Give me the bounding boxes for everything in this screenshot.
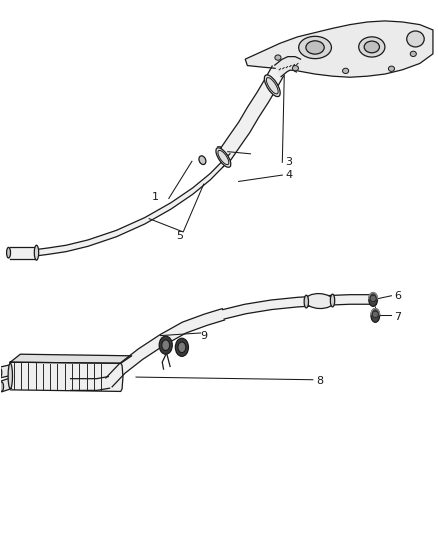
Ellipse shape <box>410 51 417 56</box>
Polygon shape <box>11 247 36 259</box>
Ellipse shape <box>175 338 188 357</box>
Text: 9: 9 <box>200 330 207 341</box>
Ellipse shape <box>306 41 324 54</box>
Ellipse shape <box>0 368 2 377</box>
Text: 4: 4 <box>285 170 293 180</box>
Polygon shape <box>106 309 225 387</box>
Ellipse shape <box>371 309 380 322</box>
Ellipse shape <box>305 294 334 309</box>
Text: 5: 5 <box>176 231 183 241</box>
Ellipse shape <box>370 295 376 302</box>
Ellipse shape <box>275 55 281 60</box>
Polygon shape <box>0 365 11 378</box>
Ellipse shape <box>359 37 385 57</box>
Polygon shape <box>11 354 132 364</box>
Ellipse shape <box>299 36 332 59</box>
Ellipse shape <box>369 293 378 306</box>
Ellipse shape <box>304 295 308 308</box>
Ellipse shape <box>199 156 206 165</box>
Ellipse shape <box>364 41 379 53</box>
Polygon shape <box>275 56 300 77</box>
Text: 3: 3 <box>286 157 292 167</box>
Ellipse shape <box>159 336 172 354</box>
Text: 7: 7 <box>395 312 402 322</box>
Text: 6: 6 <box>395 290 402 301</box>
Ellipse shape <box>216 148 231 167</box>
Ellipse shape <box>8 364 12 389</box>
Ellipse shape <box>330 294 335 307</box>
Polygon shape <box>223 295 376 319</box>
Ellipse shape <box>265 75 280 96</box>
Ellipse shape <box>343 68 349 74</box>
Ellipse shape <box>7 247 11 258</box>
Polygon shape <box>0 378 11 392</box>
Ellipse shape <box>0 382 4 391</box>
Ellipse shape <box>34 245 39 260</box>
Polygon shape <box>36 160 223 256</box>
Ellipse shape <box>162 340 170 351</box>
Text: 8: 8 <box>316 376 323 386</box>
Ellipse shape <box>372 311 378 318</box>
Ellipse shape <box>178 342 186 353</box>
Polygon shape <box>71 377 110 390</box>
Ellipse shape <box>292 66 298 71</box>
Polygon shape <box>11 362 123 391</box>
Polygon shape <box>245 21 433 77</box>
Ellipse shape <box>407 31 424 47</box>
Text: 2: 2 <box>215 146 223 156</box>
Polygon shape <box>218 66 284 163</box>
Text: 1: 1 <box>152 192 159 203</box>
Ellipse shape <box>389 66 395 71</box>
